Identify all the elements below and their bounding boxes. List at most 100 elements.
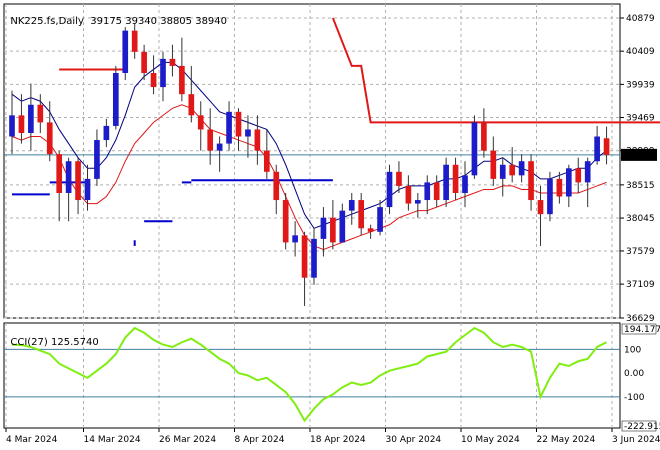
candle-body [490, 150, 497, 179]
candle-body [377, 207, 383, 232]
candle-body [386, 171, 393, 208]
candle-body [414, 200, 421, 204]
candle-body [433, 182, 440, 201]
chart-header: NK225.fs,Daily 39175 39340 38805 38940 [4, 4, 227, 28]
candle-body [367, 228, 374, 232]
candle-body [94, 140, 100, 179]
cci-extreme-box [621, 323, 657, 335]
price-label: 37579 [626, 247, 655, 257]
candle-body [122, 30, 129, 73]
cci-extreme-box [621, 420, 657, 432]
candle-body [405, 185, 412, 204]
fast-moving-average [11, 61, 607, 229]
candle-body [245, 129, 251, 137]
candle-body [575, 168, 582, 183]
candle-body [301, 235, 308, 278]
time-label: 30 Apr 2024 [386, 435, 442, 445]
time-label: 22 May 2024 [537, 435, 596, 445]
candle-body [528, 161, 534, 201]
time-label: 10 May 2024 [461, 435, 520, 445]
time-label: 26 Mar 2024 [159, 435, 216, 445]
candle-body [37, 104, 44, 123]
time-label: 8 Apr 2024 [235, 435, 285, 445]
candle-body [207, 129, 214, 151]
candle-body [197, 115, 204, 130]
symbol-label: NK225.fs,Daily [10, 16, 84, 27]
candle-body [235, 111, 242, 137]
price-label: 40879 [626, 14, 655, 24]
candle-body [565, 168, 572, 197]
candle-body [9, 115, 15, 137]
cci-label: 194.1775 [624, 325, 660, 335]
candle-body [65, 161, 72, 193]
candle-body [556, 178, 563, 197]
candle-body [263, 150, 270, 172]
slow-moving-average [11, 104, 607, 250]
candle-body [103, 125, 110, 141]
candle-body [216, 143, 223, 151]
candle-body [169, 58, 176, 66]
cci-value: 125.5740 [51, 337, 99, 348]
candle-body [509, 164, 516, 176]
candle-body [443, 164, 449, 201]
cci-label: -100 [624, 393, 645, 403]
price-label: 39469 [626, 114, 655, 124]
candle-body [141, 51, 147, 73]
cci-panel [3, 322, 621, 429]
candle-body [273, 171, 280, 201]
time-label: 18 Apr 2024 [310, 435, 366, 445]
candle-body [481, 122, 487, 151]
candle-body [56, 154, 63, 193]
candle-body [499, 164, 506, 179]
candle-body [358, 200, 365, 229]
candle-body [584, 161, 591, 183]
candle-body [112, 72, 119, 126]
candle-body [603, 138, 610, 155]
resistance-step-line [331, 17, 660, 124]
candle-body [547, 178, 553, 215]
cci-line [11, 326, 608, 423]
candle-body [320, 217, 327, 239]
cci-header: CCI(27) 125.5740 [4, 325, 99, 349]
candle-body [311, 238, 317, 278]
candle-body [339, 210, 346, 243]
price-label: 38045 [626, 214, 655, 224]
candle-body [424, 182, 431, 201]
candle-body [18, 115, 25, 133]
cci-label: 100 [624, 345, 641, 355]
candle-body [396, 171, 402, 186]
candle-body [452, 164, 459, 193]
candle-body [28, 104, 34, 133]
candle-body [462, 175, 468, 193]
candle-body [282, 200, 289, 243]
candle-body [226, 111, 232, 144]
candle-body [518, 161, 525, 176]
candle-body [537, 200, 544, 215]
cci-label: 0.00 [624, 369, 644, 379]
candle-body [292, 235, 298, 243]
cci-label: -222.9154 [624, 422, 660, 432]
candle-body [188, 94, 195, 116]
time-label: 4 Mar 2024 [6, 435, 58, 445]
candle-body [254, 129, 261, 151]
time-label: 3 Jun 2024 [612, 435, 660, 445]
price-label: 36629 [626, 314, 655, 324]
candle-body [131, 30, 138, 52]
candle-body [471, 122, 478, 176]
candle-body [348, 200, 355, 211]
price-label: 38515 [626, 181, 655, 191]
candle-body [75, 161, 81, 201]
candle-body [46, 122, 53, 155]
price-label: 40409 [626, 47, 655, 57]
candle-body [150, 72, 157, 88]
price-label: 39939 [626, 80, 655, 90]
current-price-tag [621, 148, 657, 161]
candle-body [594, 136, 600, 162]
price-label: 37109 [626, 280, 655, 290]
ohlc-values: 39175 39340 38805 38940 [90, 16, 228, 27]
candle-body [84, 178, 91, 201]
time-label: 14 Mar 2024 [84, 435, 141, 445]
candle-body [179, 65, 185, 95]
candle-body [160, 58, 166, 88]
